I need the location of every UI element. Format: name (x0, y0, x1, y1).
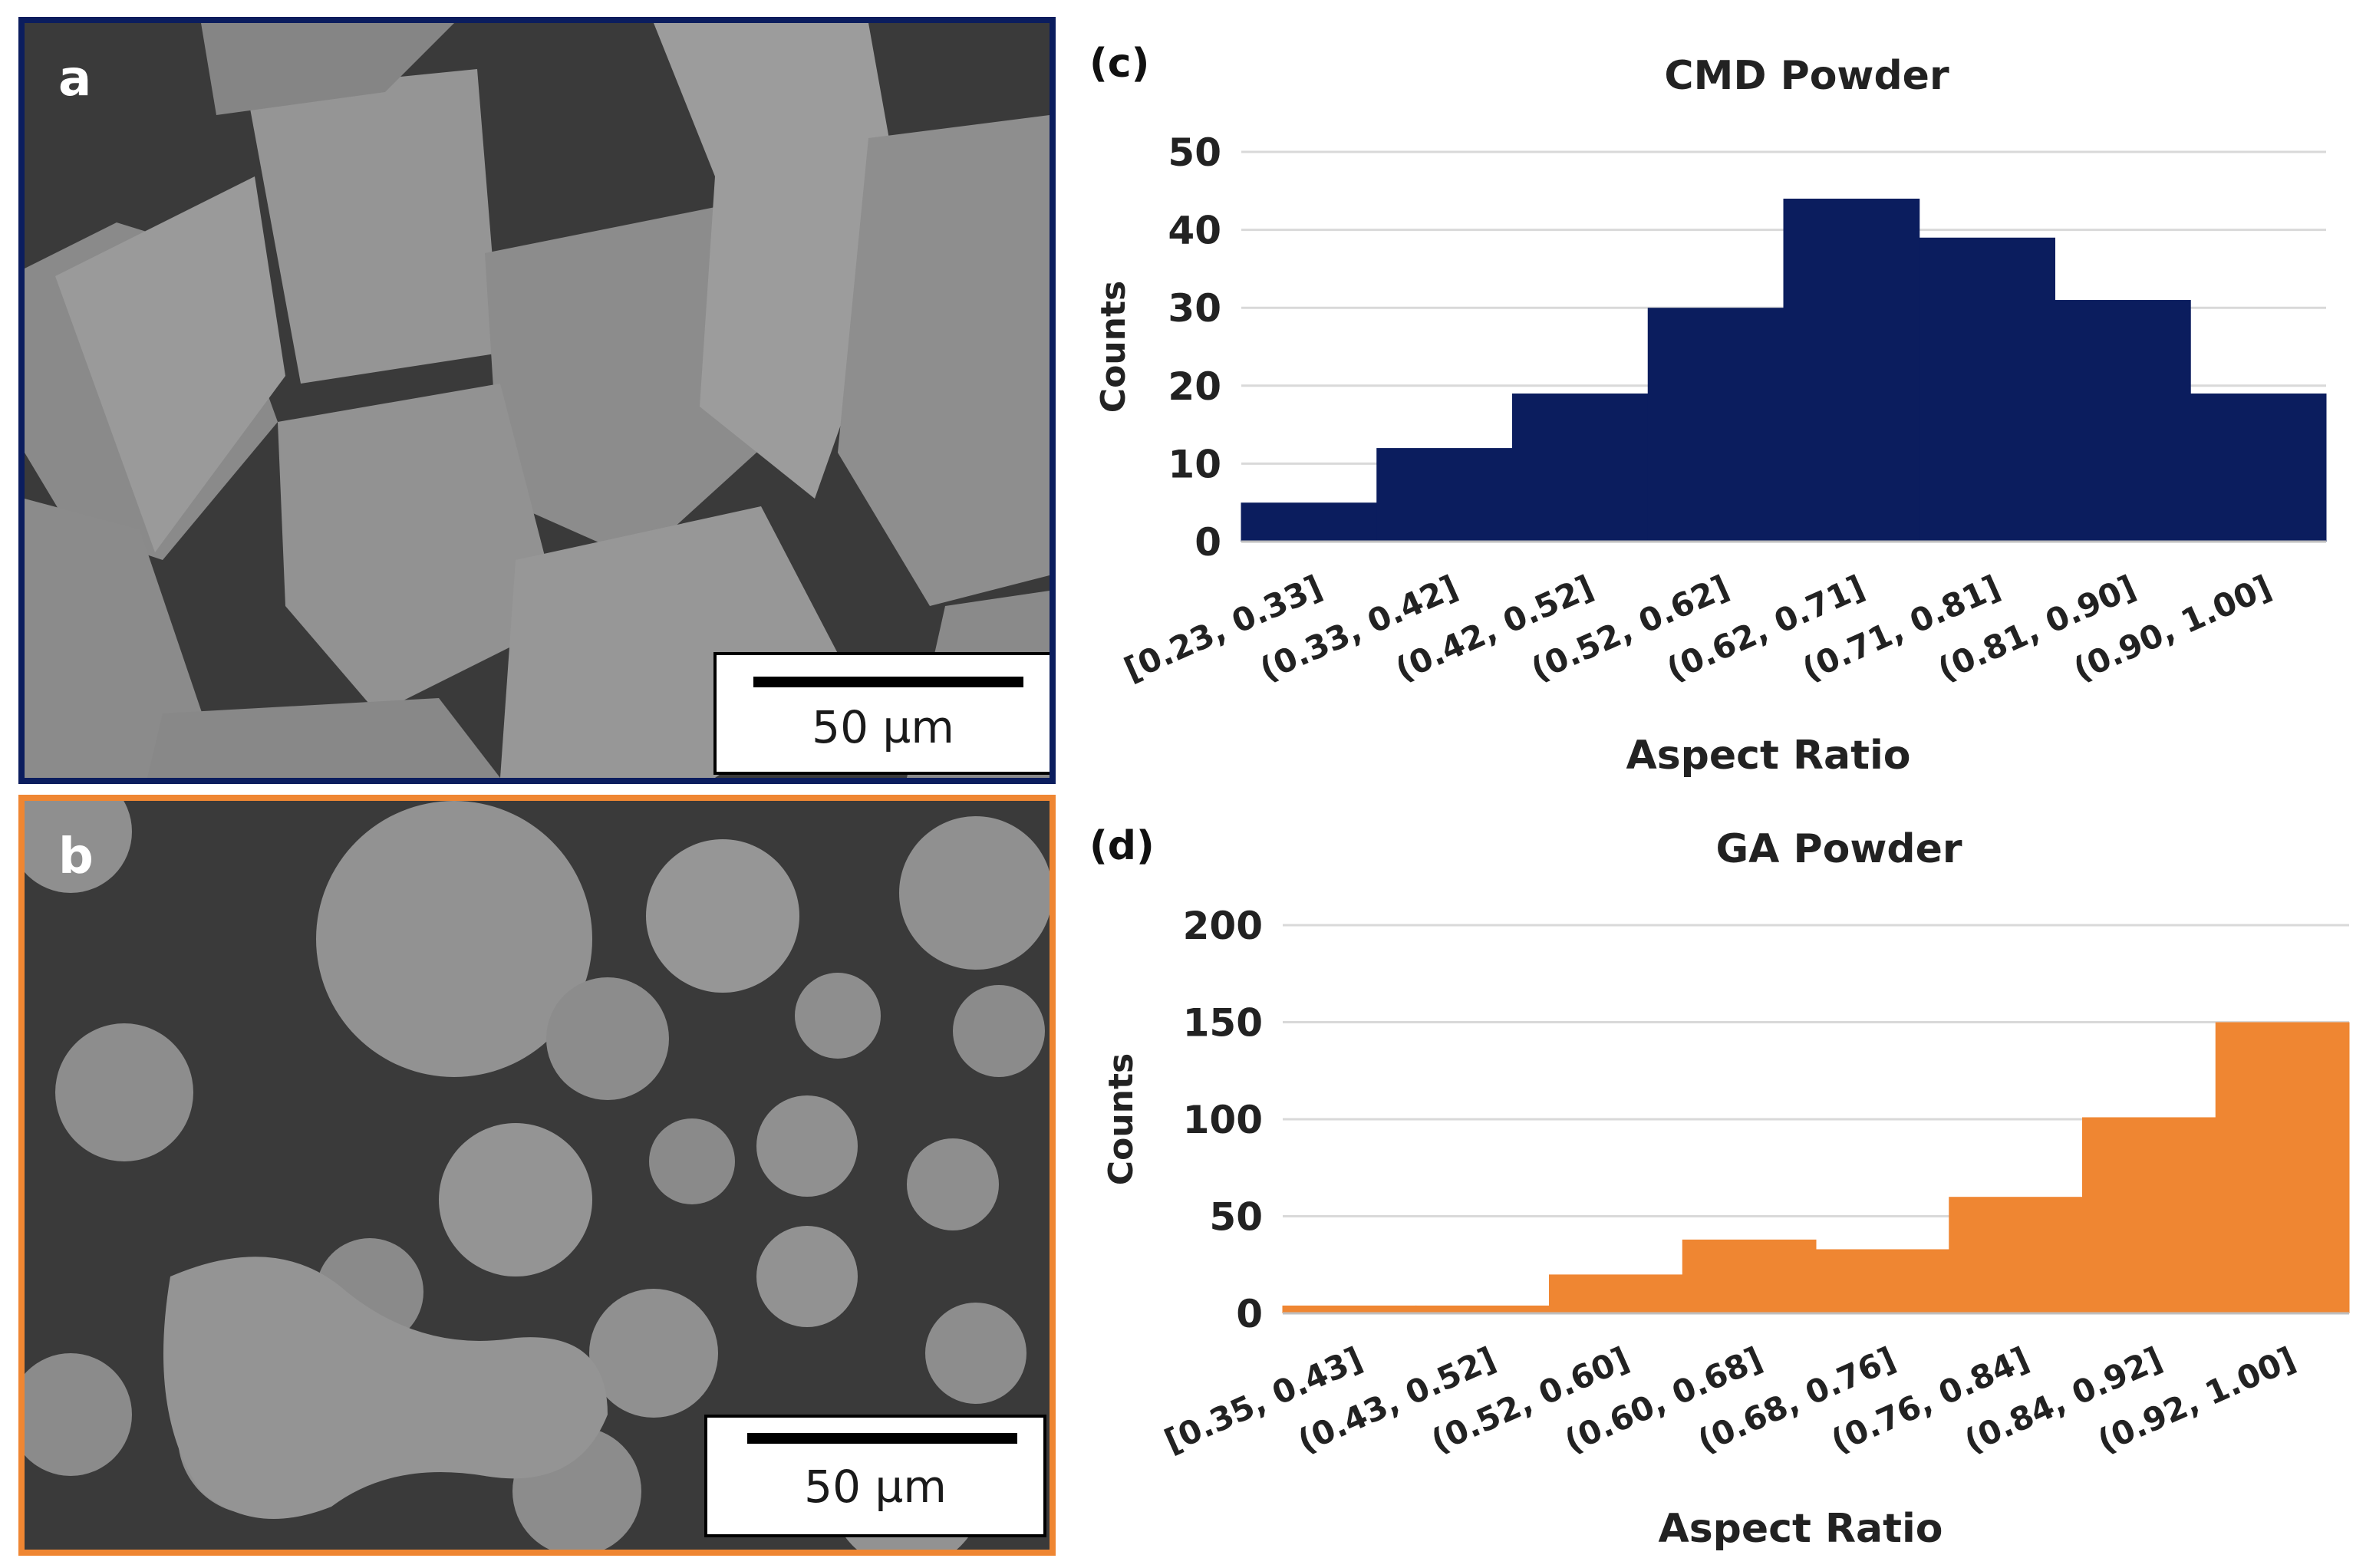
scale-bar-box-b: 50 µm (704, 1415, 1046, 1537)
panel-label: (c) (1089, 41, 1149, 87)
y-tick-label: 10 (1168, 442, 1221, 486)
y-tick-label: 100 (1183, 1098, 1263, 1142)
panel-label-a: a (58, 51, 92, 107)
sem-image-ga: b 50 µm (18, 795, 1056, 1556)
scale-label-a: 50 µm (812, 701, 954, 753)
y-tick-label: 50 (1168, 130, 1221, 175)
bar (1682, 1239, 1817, 1313)
scale-label-b: 50 µm (804, 1461, 947, 1513)
bar (1282, 1305, 1417, 1313)
bar (1241, 502, 1378, 542)
y-tick-label: 20 (1168, 364, 1221, 409)
y-axis-label: Counts (1094, 281, 1133, 413)
bar (1949, 1197, 2083, 1313)
chart-title: GA Powder (1715, 826, 1962, 872)
y-tick-label: 200 (1183, 904, 1263, 948)
chart-title: CMD Powder (1664, 53, 1949, 99)
bar (1415, 1305, 1550, 1313)
y-tick-label: 0 (1236, 1292, 1263, 1336)
scale-bar-a (753, 677, 1023, 687)
scale-bar-box-a: 50 µm (713, 652, 1050, 775)
y-tick-label: 40 (1168, 209, 1221, 253)
x-axis-label: Aspect Ratio (1658, 1506, 1943, 1552)
y-tick-label: 30 (1168, 286, 1221, 331)
bar (1549, 1274, 1683, 1313)
panel-label-b: b (58, 828, 94, 885)
bar (2055, 300, 2191, 542)
bar (2215, 1022, 2350, 1313)
sem-image-cmd: a 50 µm (18, 17, 1056, 784)
scale-bar-b (747, 1433, 1017, 1444)
sem-particles-angular (25, 23, 1050, 778)
bar (1815, 1249, 1950, 1313)
x-axis-label: Aspect Ratio (1626, 733, 1910, 779)
bar (1783, 198, 1920, 542)
y-axis-label: Counts (1102, 1053, 1141, 1185)
bar (1376, 448, 1513, 542)
bar (2190, 393, 2327, 542)
bar (1919, 237, 2055, 542)
y-tick-label: 150 (1183, 1001, 1263, 1046)
bar (2082, 1117, 2216, 1313)
bar (1647, 308, 1784, 542)
y-tick-label: 50 (1209, 1195, 1263, 1240)
panel-label: (d) (1089, 823, 1155, 869)
bar (1512, 393, 1649, 542)
y-tick-label: 0 (1195, 520, 1221, 565)
